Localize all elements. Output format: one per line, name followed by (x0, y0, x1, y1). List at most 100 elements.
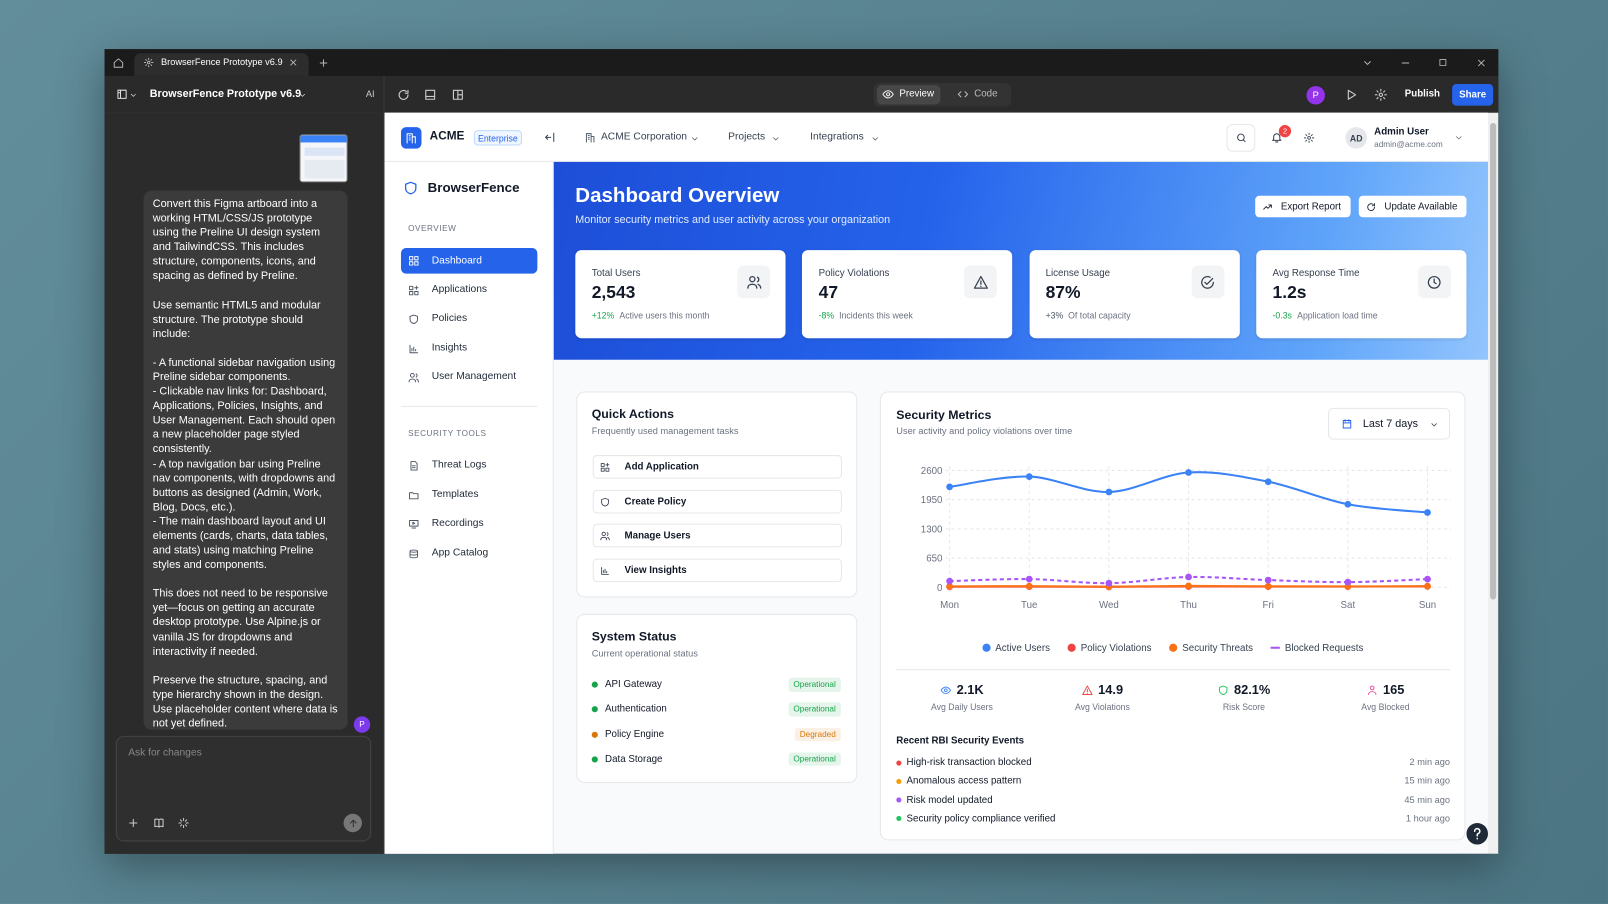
action-label: Manage Users (624, 529, 691, 541)
tab[interactable] (134, 53, 309, 76)
chat-input[interactable] (115, 735, 372, 842)
icon-shape (1367, 685, 1377, 695)
code-label[interactable]: Code (974, 88, 998, 100)
legend-item: Active Users (981, 642, 1050, 653)
project-menu[interactable] (116, 88, 128, 100)
publish-button[interactable]: Publish (1404, 88, 1440, 100)
attach[interactable] (127, 817, 139, 829)
nav-item[interactable]: App Catalog (431, 547, 489, 559)
collapse-sidebar[interactable] (544, 131, 556, 143)
stat-note: Application load time (1297, 310, 1378, 321)
run[interactable] (1344, 88, 1357, 101)
user-avatar[interactable] (1345, 127, 1367, 149)
legend-item: Security Threats (1168, 642, 1253, 653)
icon-shape (1263, 203, 1272, 210)
nav-item[interactable]: Policies (431, 312, 468, 324)
nav-item[interactable]: Templates (431, 488, 479, 501)
message-line: - The main dashboard layout and UI eleme… (152, 515, 328, 572)
refresh[interactable] (396, 88, 409, 101)
icon-shape (130, 93, 136, 97)
action-button[interactable] (592, 455, 842, 479)
icon-shape (300, 93, 305, 97)
icon (746, 275, 761, 289)
settings[interactable] (1303, 132, 1314, 143)
avatar (1306, 86, 1325, 105)
icon (940, 685, 951, 694)
active-nav-item[interactable] (400, 248, 538, 274)
action-button[interactable] (592, 489, 842, 514)
nav-item[interactable]: User Management (431, 371, 517, 383)
icon-shape (408, 256, 418, 266)
minimize[interactable] (1399, 57, 1410, 68)
tab-close[interactable] (288, 57, 298, 67)
icon-shape (178, 817, 189, 829)
legend: Active Users Policy Violations Security Th… (880, 641, 1466, 655)
nav-item[interactable]: Threat Logs (431, 459, 487, 471)
event-time: 1 hour ago (1405, 813, 1451, 824)
range-select[interactable] (1328, 407, 1451, 440)
icon (143, 57, 154, 68)
org-switcher[interactable]: ACME Corporation (600, 131, 688, 143)
icon (349, 819, 357, 827)
stat-value: 2,543 (591, 282, 636, 303)
nav-item[interactable]: Applications (431, 283, 488, 296)
input-placeholder: Ask for changes (128, 747, 202, 759)
icon-shape (1439, 59, 1447, 66)
plan-badge (473, 130, 522, 146)
nav-link[interactable]: Integrations (810, 131, 864, 143)
thumb-header (300, 135, 347, 143)
icon-shape (349, 819, 357, 827)
new-tab[interactable] (317, 57, 328, 68)
summary-value-row: 2.1K (940, 683, 984, 697)
maximize[interactable] (1438, 57, 1448, 67)
layout-toggle[interactable] (423, 88, 436, 101)
event-time: 45 min ago (1404, 794, 1451, 805)
icon-shape (1218, 685, 1228, 695)
event-dot (896, 759, 902, 766)
enhance[interactable] (177, 817, 189, 829)
close-window[interactable] (1475, 57, 1486, 68)
nav-item[interactable]: Insights (431, 342, 468, 354)
icon-shape (600, 531, 610, 540)
nav-item[interactable]: Recordings (431, 517, 484, 529)
icon (409, 344, 418, 353)
logo (400, 127, 422, 149)
stat-value: 1.2s (1272, 282, 1307, 303)
message-line: - A functional sidebar navigation using … (152, 356, 336, 384)
settings[interactable] (1374, 88, 1387, 101)
icon (409, 549, 418, 558)
icon-shape (1430, 422, 1437, 426)
tab-list[interactable] (1361, 57, 1372, 68)
hero-button-label: Update Available (1384, 200, 1458, 212)
user-initials: AD (1349, 132, 1363, 143)
search-button[interactable] (1226, 124, 1256, 152)
toolbar (104, 75, 1499, 113)
notifications[interactable] (1271, 131, 1283, 143)
status-badge: Operational (788, 677, 841, 692)
hero-button[interactable] (1255, 195, 1351, 218)
event-text: Risk model updated (906, 794, 993, 806)
help-icon (1473, 827, 1481, 840)
knowledge[interactable] (153, 817, 165, 829)
project-name[interactable]: BrowserFence Prototype v6.9 (149, 87, 302, 101)
action-label: Add Application (624, 461, 699, 473)
action-button[interactable] (592, 523, 842, 548)
icon-shape (143, 57, 154, 68)
split-toggle[interactable] (451, 88, 464, 101)
icon-shape (319, 58, 327, 67)
action-button[interactable] (592, 558, 842, 583)
tab-bar (104, 49, 1499, 76)
icon (1201, 275, 1215, 289)
share-button[interactable] (1452, 84, 1494, 106)
ai-toggle[interactable]: AI (365, 88, 375, 100)
hero-button[interactable] (1358, 195, 1467, 218)
preview-tab[interactable] (876, 85, 941, 105)
nav-link[interactable]: Projects (728, 131, 766, 143)
nav-item[interactable]: Dashboard (431, 254, 482, 266)
home-button[interactable] (112, 57, 123, 68)
sidebar-brand: BrowserFence (427, 179, 520, 195)
stat-value: 47 (818, 282, 839, 303)
avatar-initial: P (1312, 89, 1319, 101)
icon (585, 132, 594, 143)
